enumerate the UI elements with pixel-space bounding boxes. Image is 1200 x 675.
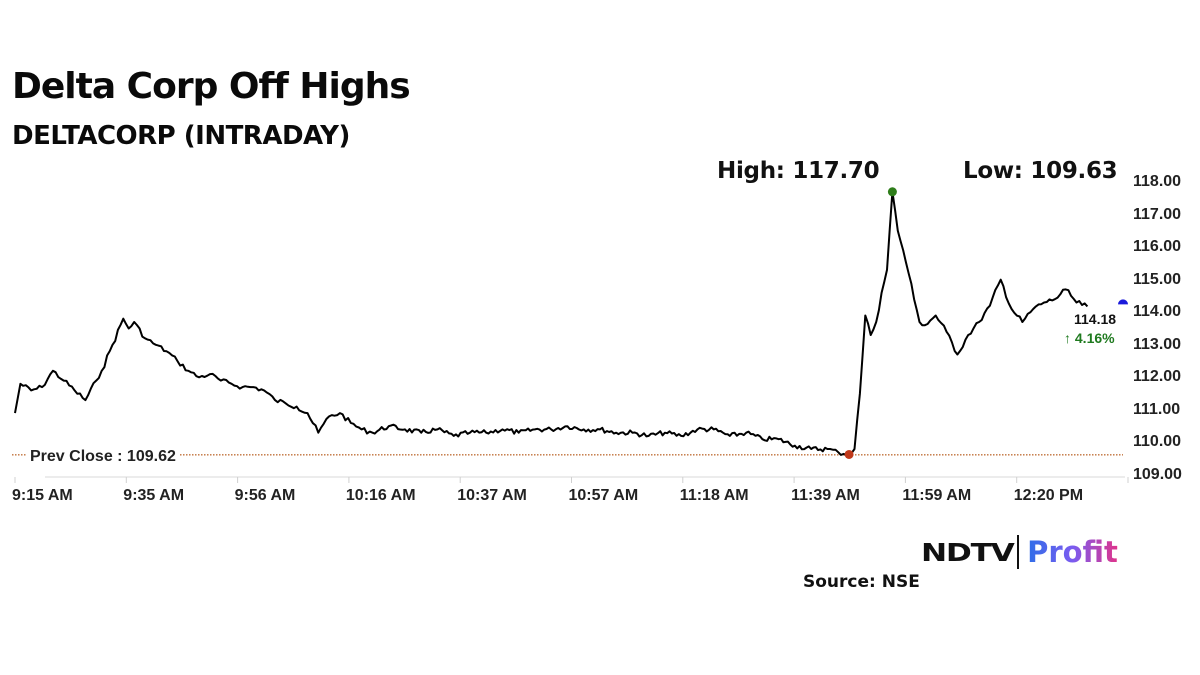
high-value-label: High: 117.70 xyxy=(717,158,880,184)
y-tick-label: 109.00 xyxy=(1133,466,1182,483)
ndtv-wordmark: NDTV xyxy=(921,537,1015,567)
x-axis xyxy=(14,476,1129,483)
chart-subtitle: DELTACORP (INTRADAY) xyxy=(12,121,350,151)
x-tick-label: 12:20 PM xyxy=(1013,487,1084,504)
source-note: Source: NSE xyxy=(803,572,920,592)
price-line xyxy=(14,190,1089,457)
x-tick-label: 10:16 AM xyxy=(345,487,416,504)
prev-close-label: Prev Close : 109.62 xyxy=(26,448,180,466)
x-tick-label: 9:15 AM xyxy=(12,487,73,504)
high-marker-dot xyxy=(887,187,897,197)
low-value-label: Low: 109.63 xyxy=(963,158,1118,184)
y-tick-label: 112.00 xyxy=(1133,368,1182,386)
change-percent-badge: ↑ 4.16% xyxy=(1064,330,1115,346)
y-tick-label: 118.00 xyxy=(1133,173,1182,190)
x-tick-label: 9:35 AM xyxy=(123,487,185,504)
y-tick-label: 114.00 xyxy=(1133,303,1182,321)
x-tick-label: 10:57 AM xyxy=(568,487,639,504)
profit-wordmark: Profit xyxy=(1027,535,1118,569)
x-tick-label: 11:18 AM xyxy=(679,487,749,504)
last-price-label: 114.18 xyxy=(1074,311,1117,327)
x-tick-label: 9:56 AM xyxy=(234,487,296,504)
x-tick-label: 11:59 AM xyxy=(902,487,972,504)
y-tick-label: 113.00 xyxy=(1133,335,1182,353)
last-price-marker xyxy=(1118,299,1128,305)
y-tick-label: 110.00 xyxy=(1133,433,1182,451)
y-tick-label: 117.00 xyxy=(1133,205,1182,223)
ndtv-profit-logo: NDTV Profit xyxy=(921,535,1118,569)
y-tick-label: 116.00 xyxy=(1133,238,1182,256)
x-tick-label: 11:39 AM xyxy=(791,487,860,504)
y-tick-label: 111.00 xyxy=(1133,400,1181,418)
low-marker-dot xyxy=(844,449,854,459)
y-tick-label: 115.00 xyxy=(1133,270,1182,288)
x-tick-label: 10:37 AM xyxy=(457,487,527,504)
chart-title: Delta Corp Off Highs xyxy=(12,66,411,107)
logo-divider xyxy=(1017,535,1020,569)
